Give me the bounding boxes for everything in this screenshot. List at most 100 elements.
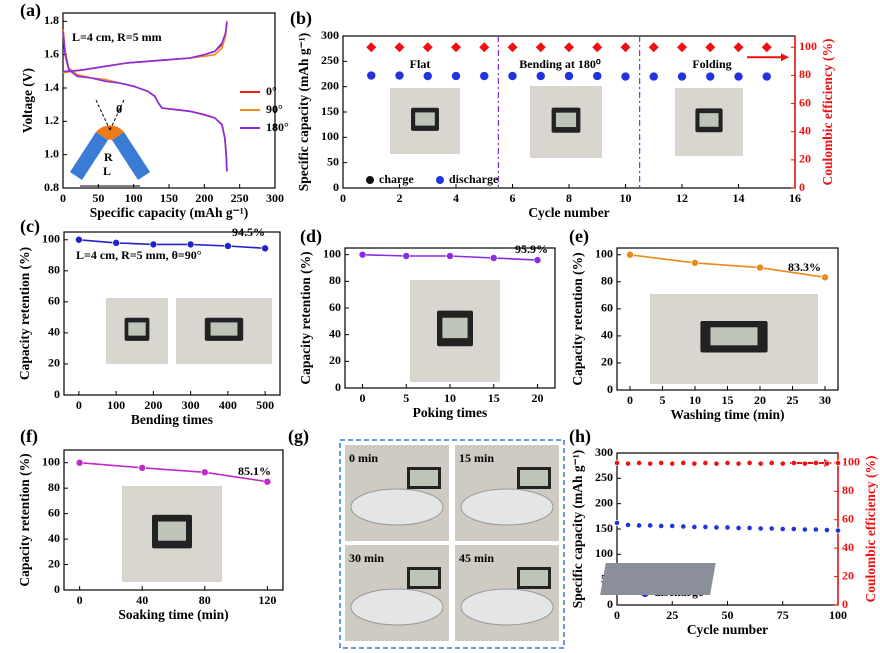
legend-label: 0° [266,84,277,98]
y-tick-label: 100 [42,232,60,246]
point [620,42,631,53]
point [647,522,654,529]
point [724,524,731,531]
point [149,240,158,249]
x-tick-label: 2 [397,191,403,205]
point [366,70,377,81]
x-tick-label: 40 [136,593,148,607]
y-tick-label: 20 [48,356,60,370]
y-axis-label: Specific capacity (mAh g⁻¹) [296,33,311,192]
y-tick-label: 60 [48,294,60,308]
panel-label: (g) [288,426,309,447]
point [636,460,642,466]
series-line [629,254,826,279]
point [702,460,709,466]
annotation: 95.9% [515,242,548,256]
photo-dish [350,488,444,526]
y2-axis-label: Coulombic efficiency (%) [863,456,878,603]
x-axis-label: Cycle number [528,205,609,220]
point [592,42,603,53]
point [614,520,620,526]
point [358,250,367,259]
point [75,458,84,467]
y-tick-label: 1.4 [44,80,59,94]
y-tick-label: 250 [595,470,613,484]
y-tick-label: 300 [321,28,339,42]
x-tick-label: 250 [231,191,249,205]
photo-label: 0 min [349,451,378,465]
x-tick-label: 5 [403,391,409,405]
point [479,42,490,53]
x-tick-label: 25 [787,393,799,407]
y-tick-label: 0 [54,387,60,401]
y-tick-label: 60 [48,505,60,519]
x-tick-label: 300 [266,191,284,205]
y-tick-label: 1.6 [44,46,59,60]
x-tick-label: 0 [614,608,620,622]
point [779,526,786,532]
point [746,460,753,466]
point [801,526,808,533]
y-tick-label: 20 [601,355,613,369]
point [756,263,764,272]
y2-tick-label: 60 [842,512,854,526]
x-tick-label: 120 [258,593,276,607]
photo-screen [410,470,438,486]
point [451,42,461,53]
photo-dish [460,488,554,526]
photo-screen [415,112,435,126]
y-axis-label: Capacity retention (%) [570,252,585,385]
photo-label: 15 min [459,451,494,465]
inset-line [109,99,125,131]
y-tick-label: 0 [607,597,613,611]
x-tick-label: 100 [107,398,125,412]
arrow-head [781,53,789,62]
point [620,71,631,82]
x-axis-label: Washing time (min) [670,407,784,422]
point [535,42,546,53]
point [648,71,659,82]
y2-tick-label: 80 [799,67,811,81]
point [790,526,797,532]
annotation: L=4 cm, R=5 mm, θ=90° [76,248,202,262]
photo-dish [460,588,554,626]
annotation: 85.1% [238,464,271,478]
x-tick-label: 15 [722,393,734,407]
point [422,71,433,81]
point [479,71,490,81]
plot-frame [63,231,281,396]
y-tick-label: 20 [48,556,60,570]
point [757,460,764,467]
y-axis-label: Voltage (V) [20,68,35,133]
annotation: 94.5% [232,225,265,239]
y-tick-label: 80 [48,263,60,277]
y-axis-label: Capacity retention (%) [17,247,32,380]
point [261,244,269,253]
point [724,460,731,466]
x-tick-label: 4 [453,191,459,205]
point [614,460,620,466]
x-tick-label: 12 [676,191,688,205]
y2-axis-label: Coulombic efficiency (%) [820,39,835,186]
x-tick-label: 50 [92,191,104,205]
y-tick-label: 80 [601,274,613,288]
y-tick-label: 100 [595,247,613,261]
photo-dish [350,588,444,626]
panel-label: (h) [569,426,591,447]
photo-frame [339,439,565,649]
annotation: Bending at 180⁰ [519,57,601,71]
x-tick-label: 200 [195,191,213,205]
point [366,42,377,53]
y2-tick-label: 100 [799,39,817,53]
point [186,240,195,249]
y-tick-label: 100 [321,129,339,143]
x-tick-label: 0 [627,393,633,407]
x-axis-label: Specific capacity (mAh g⁻¹) [90,205,249,220]
point [533,256,542,264]
x-tick-label: 80 [199,593,211,607]
point [507,42,518,53]
point [677,71,687,82]
x-tick-label: 100 [125,191,143,205]
y-tick-label: 50 [327,154,339,168]
x-tick-label: 150 [160,191,178,205]
